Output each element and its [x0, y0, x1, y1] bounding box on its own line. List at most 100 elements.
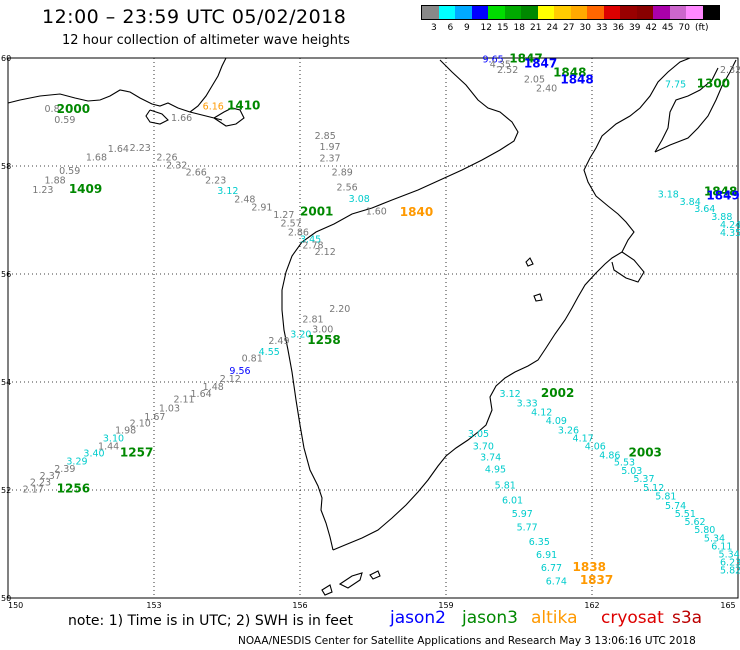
latitude-label: 60	[1, 54, 11, 63]
wave-height-value: 5.62	[684, 517, 705, 528]
wave-height-value: 2.32	[166, 161, 187, 172]
pass-time-label: 1837	[580, 573, 613, 587]
legend-swatch	[554, 6, 571, 19]
wave-height-value: 2.12	[220, 374, 241, 385]
pass-time-label: 1256	[57, 482, 90, 496]
wave-height-value: 9.56	[229, 366, 250, 377]
wave-height-value: 1.48	[203, 382, 224, 393]
wave-height-value: 2.10	[130, 418, 151, 429]
wave-height-value: 2.56	[337, 182, 358, 193]
pass-time-label: 1848	[704, 185, 737, 199]
pass-time-label: 1847	[524, 57, 557, 71]
pass-time-label: 1848	[560, 72, 593, 86]
wave-height-value: 5.37	[633, 474, 654, 485]
satellite-jason3: jason3	[462, 608, 518, 628]
pass-time-label: 1258	[307, 333, 340, 347]
wave-height-value: 2.81	[302, 315, 323, 326]
wave-height-value: 5.77	[517, 523, 538, 534]
legend-swatch	[521, 6, 538, 19]
wave-height-value: 4.35	[490, 60, 511, 71]
wave-height-value: 6.77	[541, 563, 562, 574]
legend-swatch	[620, 6, 637, 19]
wave-height-value: 2.57	[281, 218, 302, 229]
legend-label: 70	[678, 23, 690, 33]
map-grid	[8, 58, 738, 598]
legend-swatch	[603, 6, 620, 19]
wave-height-value: 4.24	[720, 220, 740, 231]
pass-time-label: 1300	[697, 77, 730, 91]
legend-label: (ft)	[695, 23, 709, 33]
wave-height-value: 1.68	[86, 153, 107, 164]
wave-height-value: 2.23	[205, 175, 226, 186]
wave-height-value: 6.01	[502, 496, 523, 507]
wave-height-value: 3.20	[290, 330, 311, 341]
pass-time-label: 2000	[57, 102, 90, 116]
pass-time-label: 1847	[509, 51, 542, 65]
satellite-s3a: s3a	[672, 608, 703, 628]
wave-height-value: 2.78	[302, 241, 323, 252]
wave-height-value: 3.29	[66, 457, 87, 468]
wave-height-value: 5.53	[614, 458, 635, 469]
wave-height-value: 2.48	[234, 195, 255, 206]
wave-height-value: 6.35	[529, 537, 550, 548]
wave-height-value: 1.67	[144, 412, 165, 423]
latitude-label: 52	[1, 486, 11, 495]
legend-swatch	[488, 6, 505, 19]
wave-height-value: 2.49	[268, 336, 289, 347]
legend-label: 45	[662, 23, 674, 33]
wave-height-value: 3.05	[468, 429, 489, 440]
legend-label: 24	[546, 23, 558, 33]
legend-swatch	[504, 6, 521, 19]
longitude-label: 156	[292, 601, 307, 610]
color-scale-labels: 3 6 9 12 15 18 21 24 27 30 33 36 39 42 45 70 (ft)	[421, 20, 720, 34]
wave-height-value: 2.26	[156, 153, 177, 164]
wave-height-value: 2.12	[315, 247, 336, 258]
wave-height-value: 2.11	[173, 395, 194, 406]
legend-label: 33	[596, 23, 608, 33]
legend-swatch	[438, 6, 455, 19]
legend-label: 27	[563, 23, 575, 33]
wave-height-value: 6.23	[720, 558, 740, 569]
wave-height-value: 2.89	[332, 168, 353, 179]
longitude-label: 159	[438, 601, 453, 610]
satellite-jason2: jason2	[390, 608, 446, 628]
wave-height-value: 2.32	[720, 65, 740, 76]
wave-height-value: 4.95	[485, 465, 506, 476]
wave-height-value: 2.23	[30, 478, 51, 489]
wave-height-value: 2.39	[54, 464, 75, 475]
wave-height-value: 6.74	[546, 577, 567, 588]
wave-height-value: 3.12	[500, 389, 521, 400]
legend-label: 36	[612, 23, 624, 33]
legend-swatch	[570, 6, 587, 19]
wave-height-value: 0.59	[54, 115, 75, 126]
wave-height-value: 5.81	[495, 480, 516, 491]
wave-height-value: 5.51	[675, 509, 696, 520]
legend-swatch	[636, 6, 653, 19]
wave-height-value: 3.84	[680, 197, 701, 208]
legend-label: 21	[530, 23, 542, 33]
wave-height-value: 3.33	[517, 398, 538, 409]
legend-swatch	[455, 6, 472, 19]
color-scale-legend: 3 6 9 12 15 18 21 24 27 30 33 36 39 42 45 70 (ft)	[421, 5, 720, 34]
page-subtitle: 12 hour collection of altimeter wave hei…	[62, 33, 350, 48]
longitude-label: 153	[146, 601, 161, 610]
legend-swatch	[669, 6, 686, 19]
wave-height-value: 1.44	[98, 442, 119, 453]
wave-height-value: 4.12	[531, 407, 552, 418]
latitude-label: 58	[1, 162, 11, 171]
wave-height-value: 5.03	[621, 466, 642, 477]
wave-height-value: 1.23	[32, 185, 53, 196]
wave-height-value: 0.8	[45, 104, 60, 115]
wave-height-value: 1.03	[159, 404, 180, 415]
wave-height-value: 3.12	[217, 186, 238, 197]
pass-time-label: 1257	[120, 446, 153, 460]
credit-line: NOAA/NESDIS Center for Satellite Applica…	[238, 635, 696, 647]
pass-time-label: 2002	[541, 386, 574, 400]
wave-height-value: 2.91	[251, 202, 272, 213]
coastline	[7, 57, 737, 596]
wave-height-value: 0.81	[242, 353, 263, 364]
pass-time-label: 1849	[706, 188, 739, 202]
